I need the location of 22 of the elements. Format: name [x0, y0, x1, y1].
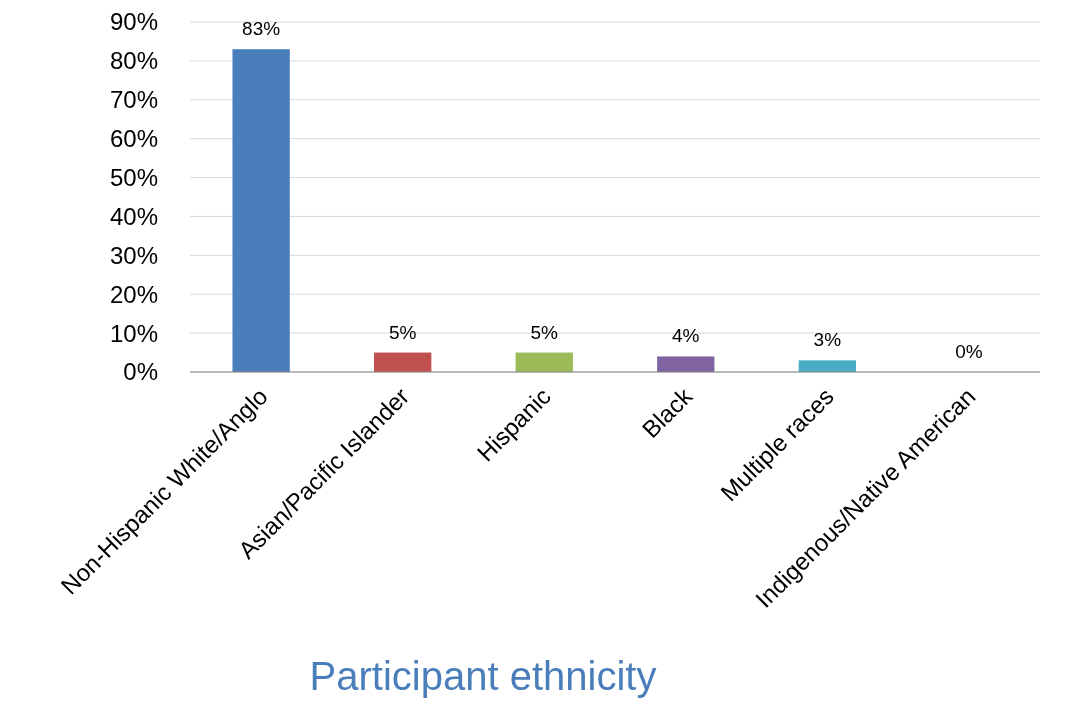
y-tick-label: 50% — [109, 163, 158, 191]
data-label: 5% — [388, 321, 417, 343]
y-tick-label: 20% — [109, 280, 158, 308]
bar — [232, 49, 290, 372]
y-tick-label: 10% — [109, 319, 158, 347]
y-tick-label: 30% — [109, 241, 158, 269]
x-axis-title: Participant ethnicity — [309, 654, 657, 698]
data-label: 3% — [813, 329, 842, 351]
y-tick-label: 80% — [109, 47, 158, 75]
bar — [798, 360, 856, 372]
bar — [657, 356, 715, 372]
bar — [374, 352, 432, 372]
data-label: 4% — [672, 325, 700, 347]
y-tick-label: 0% — [123, 358, 158, 386]
data-label: 0% — [955, 341, 983, 362]
data-label: 5% — [530, 321, 559, 343]
y-tick-label: 60% — [109, 125, 158, 153]
data-label: 83% — [242, 18, 281, 40]
bar — [515, 352, 573, 372]
y-tick-label: 40% — [109, 202, 158, 230]
y-tick-label: 90% — [109, 8, 158, 36]
y-tick-label: 70% — [109, 86, 158, 114]
